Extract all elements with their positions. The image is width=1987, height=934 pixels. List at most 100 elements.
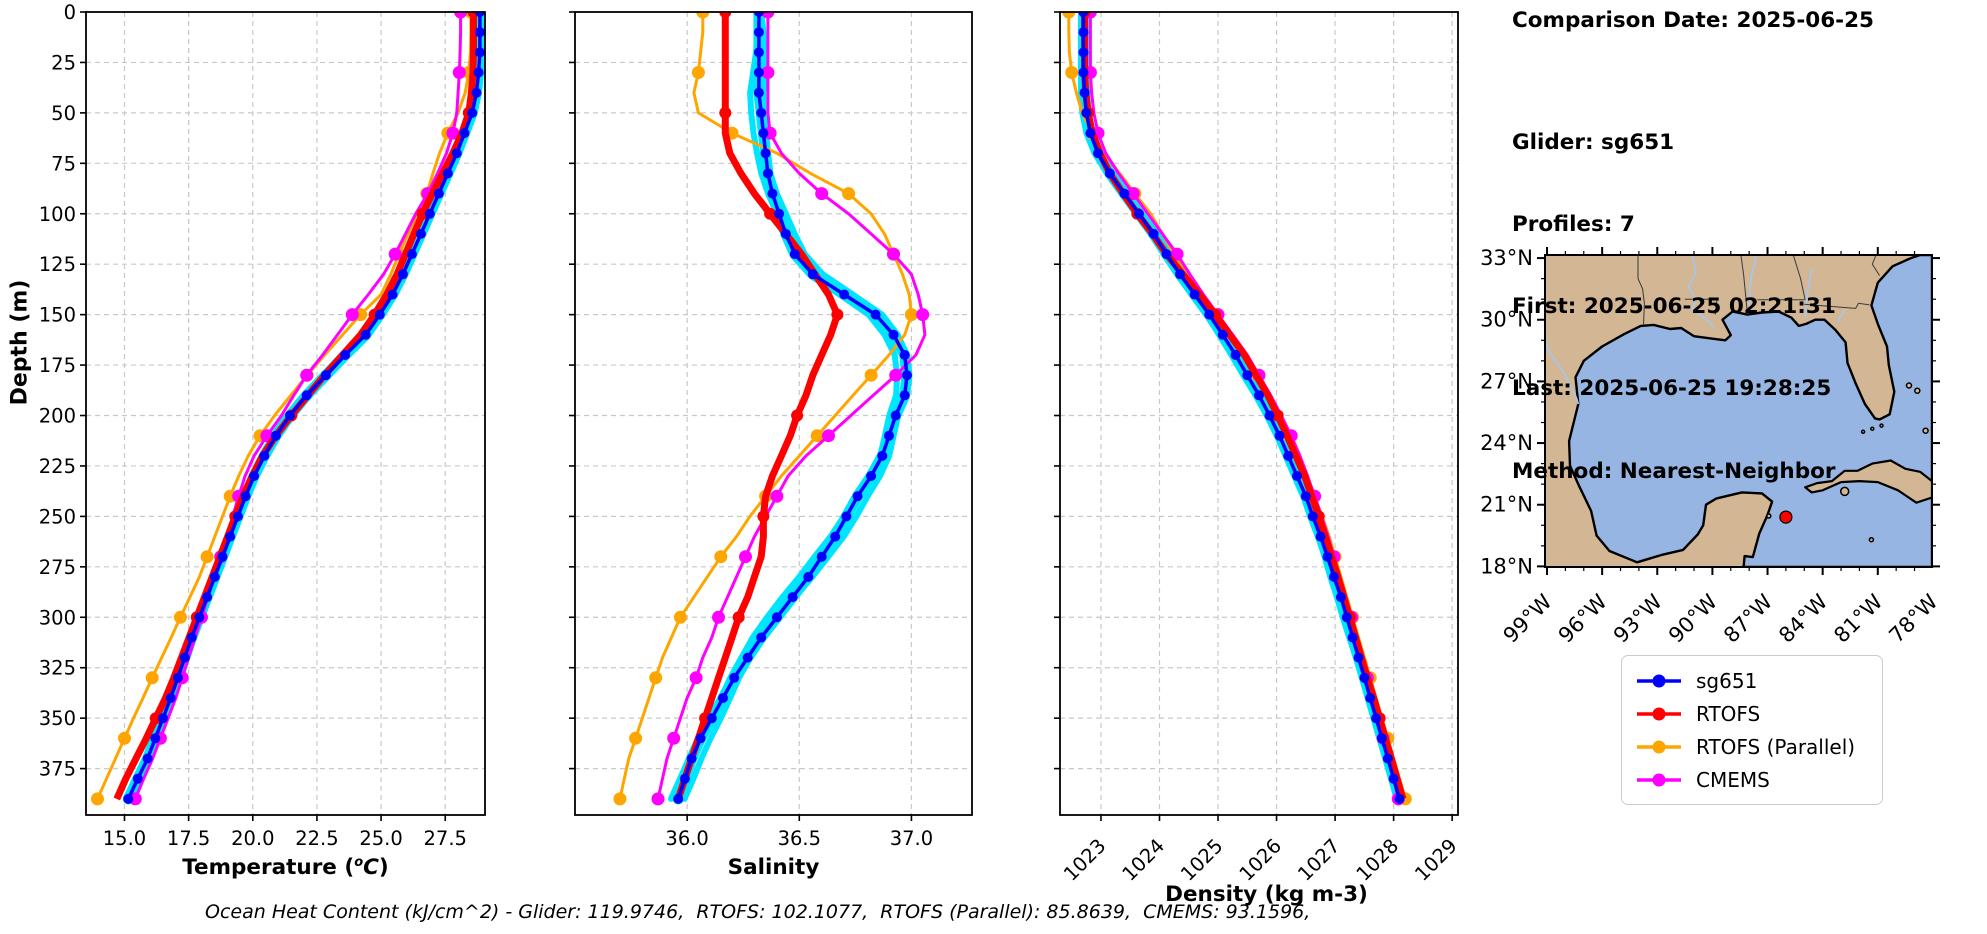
series-marker-CMEMS [815,187,829,201]
series-marker-CMEMS [388,247,402,261]
map-lat-tick-label: 21°N [1480,493,1533,517]
series-marker-sg651 [1315,531,1326,542]
comparison-date-text: Comparison Date: 2025-06-25 [1512,8,1875,33]
map-state-border [1792,255,1806,301]
series-marker-sg651 [1230,350,1241,360]
map-lat-tick-label: 30°N [1480,308,1533,332]
series-marker-sg651 [1175,269,1185,280]
series-marker-RTOFS [719,12,732,18]
series-marker-sg651 [695,733,706,744]
map-islet [1868,536,1875,543]
series-marker-sg651 [360,329,371,340]
legend-label: RTOFS (Parallel) [1696,734,1856,759]
ocean-heat-content-annotation: Ocean Heat Content (kJ/cm^2) - Glider: 1… [205,901,1311,923]
x-tick-label: 37.0 [890,827,933,850]
x-tick-label-rotated: 1024 [1118,834,1169,885]
temperature-axis-label-unit: C [363,855,379,881]
series-marker-CMEMS [761,66,775,79]
series-marker-sg651 [158,713,168,724]
series-marker-sg651 [1148,228,1159,239]
series-marker-sg651 [1078,12,1089,17]
series-marker-sg651 [459,128,470,139]
x-tick-label-rotated: 1023 [1059,834,1110,885]
series-marker-sg651 [816,551,827,562]
series-marker-sg651 [767,188,778,199]
legend-line-marker-icon [1637,707,1681,720]
series-marker-CMEMS [712,610,725,624]
map-lon-tick-label: 96°W [1554,589,1612,647]
map-lon-tick-label: 78°W [1884,589,1942,647]
panel-temperature: 0 25 50 75 100 125 150 175 200 225 250 275 300 325 350… [39,1,486,850]
series-marker-sg651 [1365,693,1376,703]
map-islet [1922,427,1929,434]
series-marker-sg651 [142,753,153,764]
series-marker-sg651 [1322,551,1333,562]
panel-spines [574,11,973,816]
series-marker-sg651 [186,632,197,643]
series-marker-sg651 [753,47,764,58]
series-marker-RTOFS (Parallel) [200,550,214,564]
last-profile-time-text: Last: 2025-06-25 19:28:25 [1512,376,1832,402]
x-tick-label: 17.5 [167,827,210,850]
series-marker-sg651 [232,511,243,522]
series-marker-sg651 [899,350,910,360]
depth-tick-label: 75 [51,152,76,175]
series-marker-CMEMS [689,671,703,685]
series-marker-sg651 [1161,249,1172,260]
series-line-sg651-density [1081,12,1402,800]
series-marker-RTOFS (Parallel) [145,671,159,685]
series-marker-sg651 [753,67,764,78]
legend-item-rtofs-parallel-: RTOFS (Parallel) [1636,730,1868,763]
map-river [1804,268,1813,318]
series-marker-sg651 [1078,47,1089,58]
glider-raw-profiles-halo-density [1078,12,1400,802]
series-marker-sg651 [1328,571,1339,582]
x-tick-label: 27.5 [424,827,467,850]
series-marker-RTOFS (Parallel) [1065,66,1079,79]
series-marker-sg651 [1335,592,1346,603]
series-marker-CMEMS [887,247,900,261]
series-line-sg651-salinity [676,12,909,800]
series-marker-sg651 [1371,713,1382,724]
series-marker-sg651 [1254,390,1264,401]
series-marker-sg651 [473,67,484,78]
series-marker-sg651 [673,793,684,804]
series-marker-sg651 [1274,430,1285,441]
series-marker-sg651 [807,269,818,280]
panel-spines [85,11,486,816]
map-lon-tick-label: 90°W [1664,589,1722,647]
panel-spines [1059,11,1459,816]
series-marker-sg651 [225,531,236,542]
series-marker-RTOFS (Parallel) [629,731,643,745]
temperature-axis-label-sup: o [354,855,364,870]
map-islet [1766,513,1772,519]
series-marker-CMEMS [1126,187,1140,201]
series-marker-sg651 [706,713,717,724]
series-marker-sg651 [803,571,814,582]
series-marker-sg651 [1204,309,1215,320]
map-islet [1839,486,1850,497]
x-tick-label: 36.5 [778,827,821,850]
series-marker-sg651 [1189,289,1200,300]
legend-item-sg651: sg651 [1636,664,1868,697]
legend-item-rtofs: RTOFS [1636,697,1868,730]
series-marker-sg651 [1078,67,1089,78]
series-marker-sg651 [1242,370,1253,381]
series-marker-RTOFS (Parallel) [1062,12,1076,19]
series-marker-sg651 [742,652,753,663]
map-islet [1860,429,1866,435]
series-marker-RTOFS [719,106,732,119]
series-marker-sg651 [760,148,771,159]
legend-line-marker-icon [1637,674,1681,687]
map-lat-tick-label: 27°N [1480,369,1533,393]
series-line-RTOFS-salinity [674,12,841,801]
series-line-RTOFS (Parallel)-salinity [618,12,913,800]
series-marker-sg651 [753,12,764,17]
series-marker-sg651 [1359,672,1370,683]
series-marker-sg651 [789,249,800,260]
series-marker-sg651 [397,269,408,280]
x-tick-label-rotated: 1029 [1410,834,1461,885]
map-frame [1544,254,1933,568]
series-marker-RTOFS (Parallel) [673,610,687,624]
legend-label: CMEMS [1696,767,1770,792]
